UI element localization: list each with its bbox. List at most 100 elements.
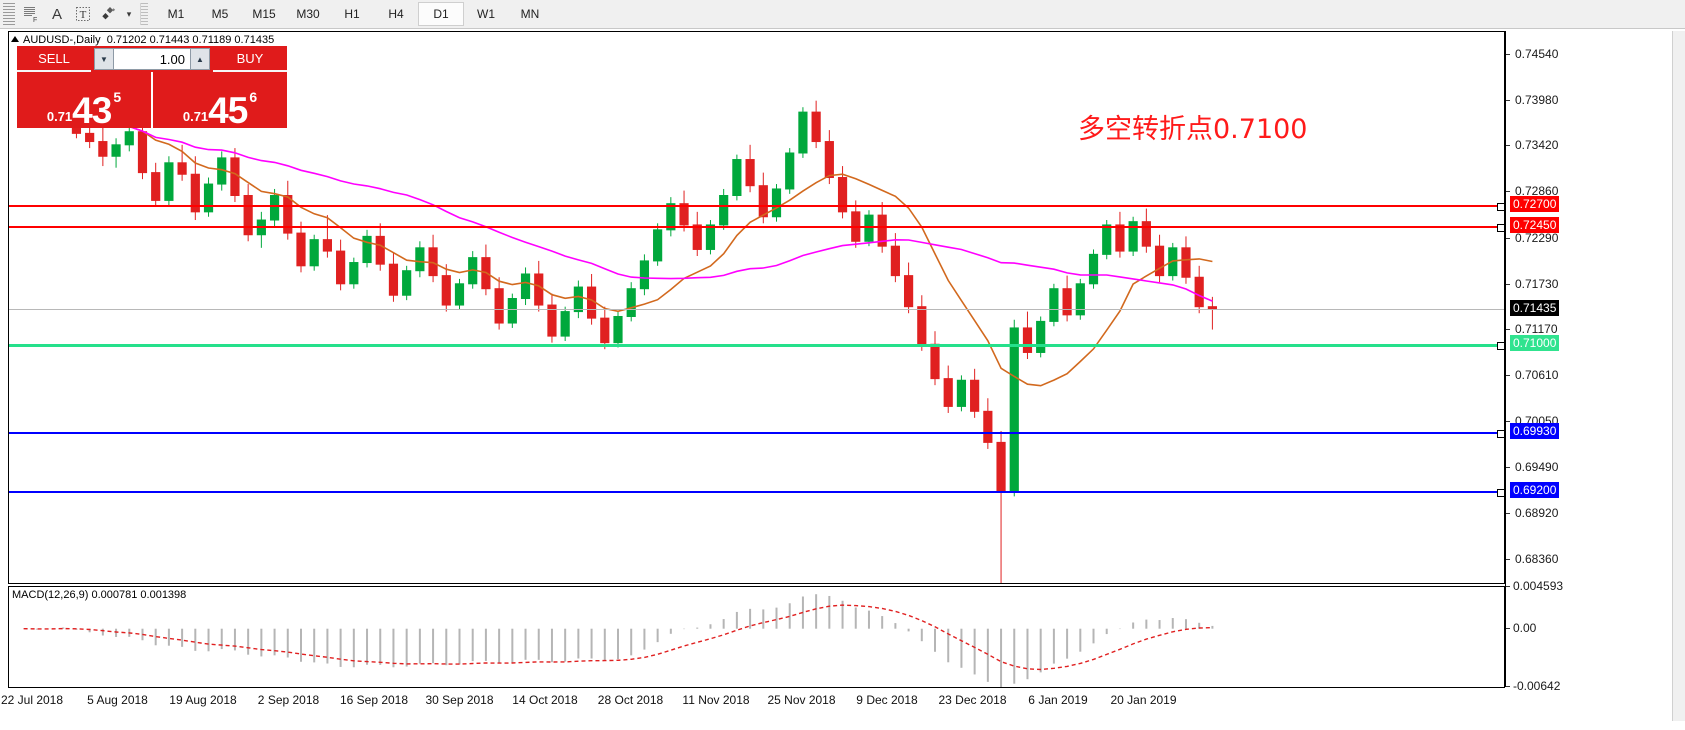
volume-stepper[interactable]: ▼ 1.00 ▲ [91, 46, 213, 72]
level-line-handle[interactable] [1497, 342, 1504, 351]
level-line-handle[interactable] [1497, 203, 1504, 212]
crosshair-f-icon[interactable]: F [18, 2, 44, 26]
date-axis-label: 19 Aug 2018 [169, 693, 237, 707]
level-tag-0.72450[interactable]: 0.72450 [1510, 216, 1560, 233]
macd-axis-tick [1506, 686, 1510, 687]
volume-down-icon[interactable]: ▼ [94, 48, 114, 70]
timeframe-m1[interactable]: M1 [154, 3, 198, 25]
level-line-0.69200[interactable] [9, 489, 1504, 498]
date-axis-label: 2 Sep 2018 [257, 693, 320, 707]
vertical-scrollbar[interactable] [1672, 31, 1685, 721]
current-price-tag: 0.71435 [1510, 299, 1560, 316]
toolbar-grip[interactable] [3, 3, 15, 25]
axis-tick [1506, 237, 1510, 239]
macd-axis-tick [1506, 586, 1510, 587]
timeframe-m15[interactable]: M15 [242, 3, 286, 25]
date-axis-label: 28 Oct 2018 [597, 693, 664, 707]
level-line-0.72700[interactable] [9, 203, 1504, 212]
macd-panel[interactable]: MACD(12,26,9) 0.000781 0.001398 [8, 586, 1505, 688]
symbol-label: AUDUSD-,Daily [23, 34, 101, 46]
level-line-0.72450[interactable] [9, 223, 1504, 232]
volume-input[interactable]: 1.00 [114, 48, 190, 70]
date-axis-label: 14 Oct 2018 [512, 693, 578, 707]
date-axis-label: 9 Dec 2018 [856, 693, 918, 707]
chart-area: AUDUSD-,Daily 0.71202 0.71443 0.71189 0.… [1, 31, 1685, 721]
price-axis-label: 0.72290 [1515, 230, 1559, 245]
buy-price-big: 45 [208, 89, 248, 131]
level-line-handle[interactable] [1497, 429, 1504, 438]
timeframe-h4[interactable]: H4 [374, 3, 418, 25]
timeframe-group-grip[interactable] [140, 3, 148, 25]
svg-text:F: F [33, 17, 37, 23]
buy-price-prefix: 0.71 [182, 109, 209, 124]
macd-axis-label: 0.00 [1513, 620, 1537, 635]
date-axis-label: 20 Jan 2019 [1110, 693, 1177, 707]
price-axis-label: 0.68920 [1515, 506, 1559, 521]
level-tag-0.72700[interactable]: 0.72700 [1510, 196, 1560, 213]
date-axis-label: 5 Aug 2018 [87, 693, 148, 707]
shapes-icon[interactable] [96, 2, 122, 26]
symbol-info-bar: AUDUSD-,Daily 0.71202 0.71443 0.71189 0.… [11, 34, 274, 46]
text-a-icon[interactable]: A [51, 5, 62, 23]
axis-tick [1506, 375, 1510, 377]
macd-axis-label: 0.004593 [1513, 579, 1564, 593]
axis-tick [1506, 283, 1510, 285]
price-axis-label: 0.69490 [1515, 459, 1559, 474]
level-tag-0.69930[interactable]: 0.69930 [1510, 422, 1560, 439]
axis-tick [1506, 99, 1510, 101]
timeframe-d1[interactable]: D1 [418, 2, 464, 26]
macd-axis-tick [1506, 627, 1510, 629]
timeframe-group: M1 M5 M15 M30 H1 H4 D1 W1 MN [154, 2, 552, 26]
level-line-handle[interactable] [1497, 489, 1504, 498]
current-price-line [9, 308, 1504, 310]
timeframe-label: H1 [344, 7, 360, 21]
ohlc-high: 0.71443 [149, 34, 190, 46]
price-axis-label: 0.72860 [1515, 184, 1559, 199]
timeframe-m30[interactable]: M30 [286, 3, 330, 25]
axis-tick [1506, 145, 1510, 147]
timeframe-w1[interactable]: W1 [464, 3, 508, 25]
date-axis-label: 6 Jan 2019 [1028, 693, 1088, 707]
timeframe-mn[interactable]: MN [508, 3, 552, 25]
date-axis-line [8, 687, 1503, 688]
axis-tick [1506, 513, 1510, 515]
level-tag-0.69200[interactable]: 0.69200 [1510, 482, 1560, 499]
axis-tick [1506, 466, 1510, 468]
level-line-0.69930[interactable] [9, 429, 1504, 438]
price-axis-label: 0.70610 [1515, 368, 1559, 383]
buy-button[interactable]: BUY [213, 46, 287, 72]
timeframe-label: M30 [296, 7, 320, 21]
price-axis-label: 0.74540 [1515, 46, 1559, 61]
buy-price-display[interactable]: 0.71 45 6 [153, 72, 287, 131]
price-plot [19, 89, 1217, 583]
dropdown-arrow-icon[interactable]: ▾ [126, 8, 132, 19]
level-line-handle[interactable] [1497, 223, 1504, 232]
collapse-triangle-icon[interactable] [11, 36, 19, 42]
axis-tick [1506, 559, 1510, 561]
sell-price-prefix: 0.71 [46, 109, 73, 124]
ohlc-low: 0.71189 [192, 34, 232, 46]
timeframe-label: M5 [211, 7, 229, 21]
text-label-icon[interactable]: T [70, 2, 96, 26]
timeframe-m5[interactable]: M5 [198, 3, 242, 25]
axis-tick [1506, 329, 1510, 331]
date-axis-label: 23 Dec 2018 [938, 693, 1007, 707]
date-axis-label: 11 Nov 2018 [682, 693, 750, 707]
date-axis: 22 Jul 2018 5 Aug 2018 19 Aug 2018 2 Sep 20… [1, 691, 1503, 715]
chart-annotation: 多空转折点0.7100 [1078, 114, 1308, 145]
level-tag-0.71000[interactable]: 0.71000 [1510, 335, 1560, 352]
toolbar: F A T ▾ M1 M5 M15 M30 H1 H4 D1 W1 MN [0, 0, 1685, 29]
sell-button[interactable]: SELL [17, 46, 91, 72]
volume-up-icon[interactable]: ▲ [190, 48, 210, 70]
price-axis-label: 0.71170 [1515, 322, 1558, 337]
price-axis[interactable]: 0.74540 0.73980 0.73420 0.72860 0.72290 0.717… [1505, 31, 1679, 693]
buy-price-sup: 6 [249, 89, 258, 105]
axis-tick [1506, 191, 1510, 193]
sell-price-display[interactable]: 0.71 43 5 [17, 72, 151, 129]
svg-text:T: T [80, 9, 87, 21]
timeframe-label: M15 [252, 7, 276, 21]
one-click-trading-panel[interactable]: SELL ▼ 1.00 ▲ BUY 0.71 43 5 0.71 45 6 [17, 46, 287, 131]
level-line-0.71000[interactable] [9, 342, 1504, 351]
timeframe-h1[interactable]: H1 [330, 3, 374, 25]
